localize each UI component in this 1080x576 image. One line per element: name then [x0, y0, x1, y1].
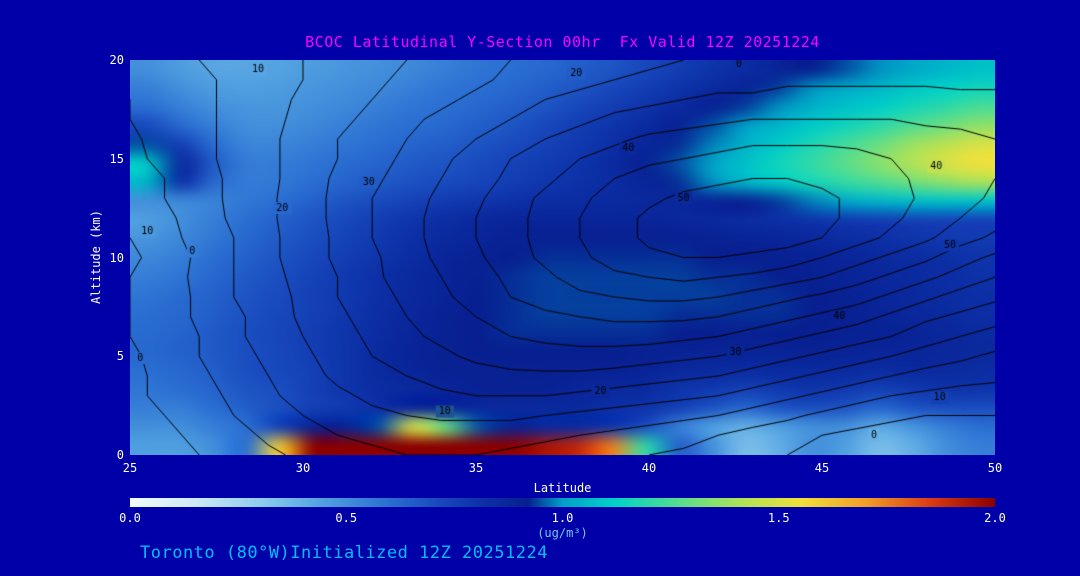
y-tick-label: 15 — [109, 151, 124, 166]
x-axis-label: Latitude — [533, 481, 592, 495]
x-tick-label: 40 — [641, 461, 657, 475]
x-tick-label: 35 — [468, 461, 484, 475]
x-tick-label: 25 — [122, 461, 138, 475]
y-tick-label: 0 — [116, 448, 124, 462]
colorbar — [130, 498, 995, 507]
colorbar-tick-label: 0.5 — [335, 511, 358, 525]
colorbar-tick-label: 0.0 — [119, 511, 141, 525]
plot-title: BCOC Latitudinal Y-Section 00hr Fx Valid… — [305, 33, 820, 51]
y-tick-label: 10 — [109, 250, 124, 265]
colorbar-tick-label: 1.5 — [767, 511, 790, 525]
y-axis-label: Altitude (km) — [89, 210, 103, 304]
plot-area — [130, 60, 995, 455]
init-info-text: Toronto (80°W)Initialized 12Z 20251224 — [140, 543, 548, 563]
y-tick-label: 5 — [116, 349, 124, 364]
x-tick-label: 50 — [987, 461, 1003, 475]
colorbar-tick-label: 2.0 — [984, 511, 1006, 525]
colorbar-tick-label: 1.0 — [551, 511, 574, 525]
colorbar-units-label: (ug/m³) — [537, 526, 588, 540]
contour-plot-canvas — [130, 60, 995, 455]
x-tick-label: 45 — [814, 461, 830, 475]
x-tick-label: 30 — [295, 461, 311, 475]
y-tick-label: 20 — [109, 53, 124, 67]
